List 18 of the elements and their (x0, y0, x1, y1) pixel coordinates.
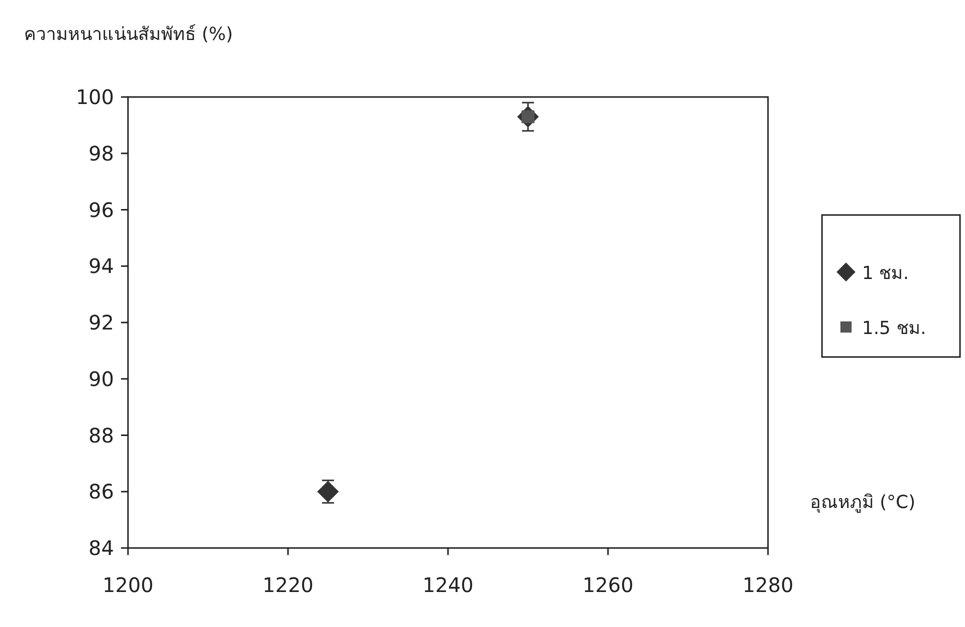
y-tick-label: 100 (76, 85, 114, 109)
x-tick-label: 1240 (422, 573, 474, 597)
legend-label: 1.5 ชม. (862, 318, 926, 339)
y-tick-label: 90 (88, 366, 114, 391)
y-tick-label: 88 (88, 423, 114, 448)
x-axis-title: อุณหภูมิ (°C) (810, 492, 916, 513)
legend-label: 1 ชม. (862, 263, 909, 284)
x-tick-label: 1260 (582, 573, 634, 597)
y-tick-label: 92 (88, 310, 114, 334)
y-tick-label: 96 (88, 198, 114, 222)
y-tick-label: 98 (88, 141, 114, 166)
x-tick-label: 1200 (102, 573, 154, 597)
x-tick-label: 1220 (262, 573, 314, 597)
y-tick-label: 86 (88, 480, 114, 504)
y-tick-label: 84 (88, 536, 114, 560)
x-tick-label: 1280 (742, 573, 794, 597)
y-axis-title: ความหนาแน่นสัมพัทธ์ (%) (24, 24, 233, 45)
y-tick-label: 94 (88, 254, 114, 278)
